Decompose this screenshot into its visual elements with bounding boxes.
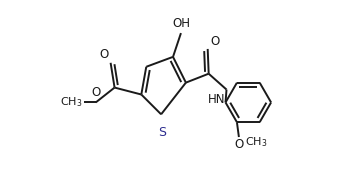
Text: HN: HN	[208, 92, 225, 106]
Text: O: O	[234, 138, 244, 151]
Text: CH$_3$: CH$_3$	[245, 135, 267, 149]
Text: O: O	[100, 48, 109, 61]
Text: O: O	[210, 35, 219, 48]
Text: S: S	[158, 126, 166, 139]
Text: O: O	[91, 86, 101, 99]
Text: OH: OH	[172, 17, 190, 30]
Text: CH$_3$: CH$_3$	[61, 96, 83, 109]
